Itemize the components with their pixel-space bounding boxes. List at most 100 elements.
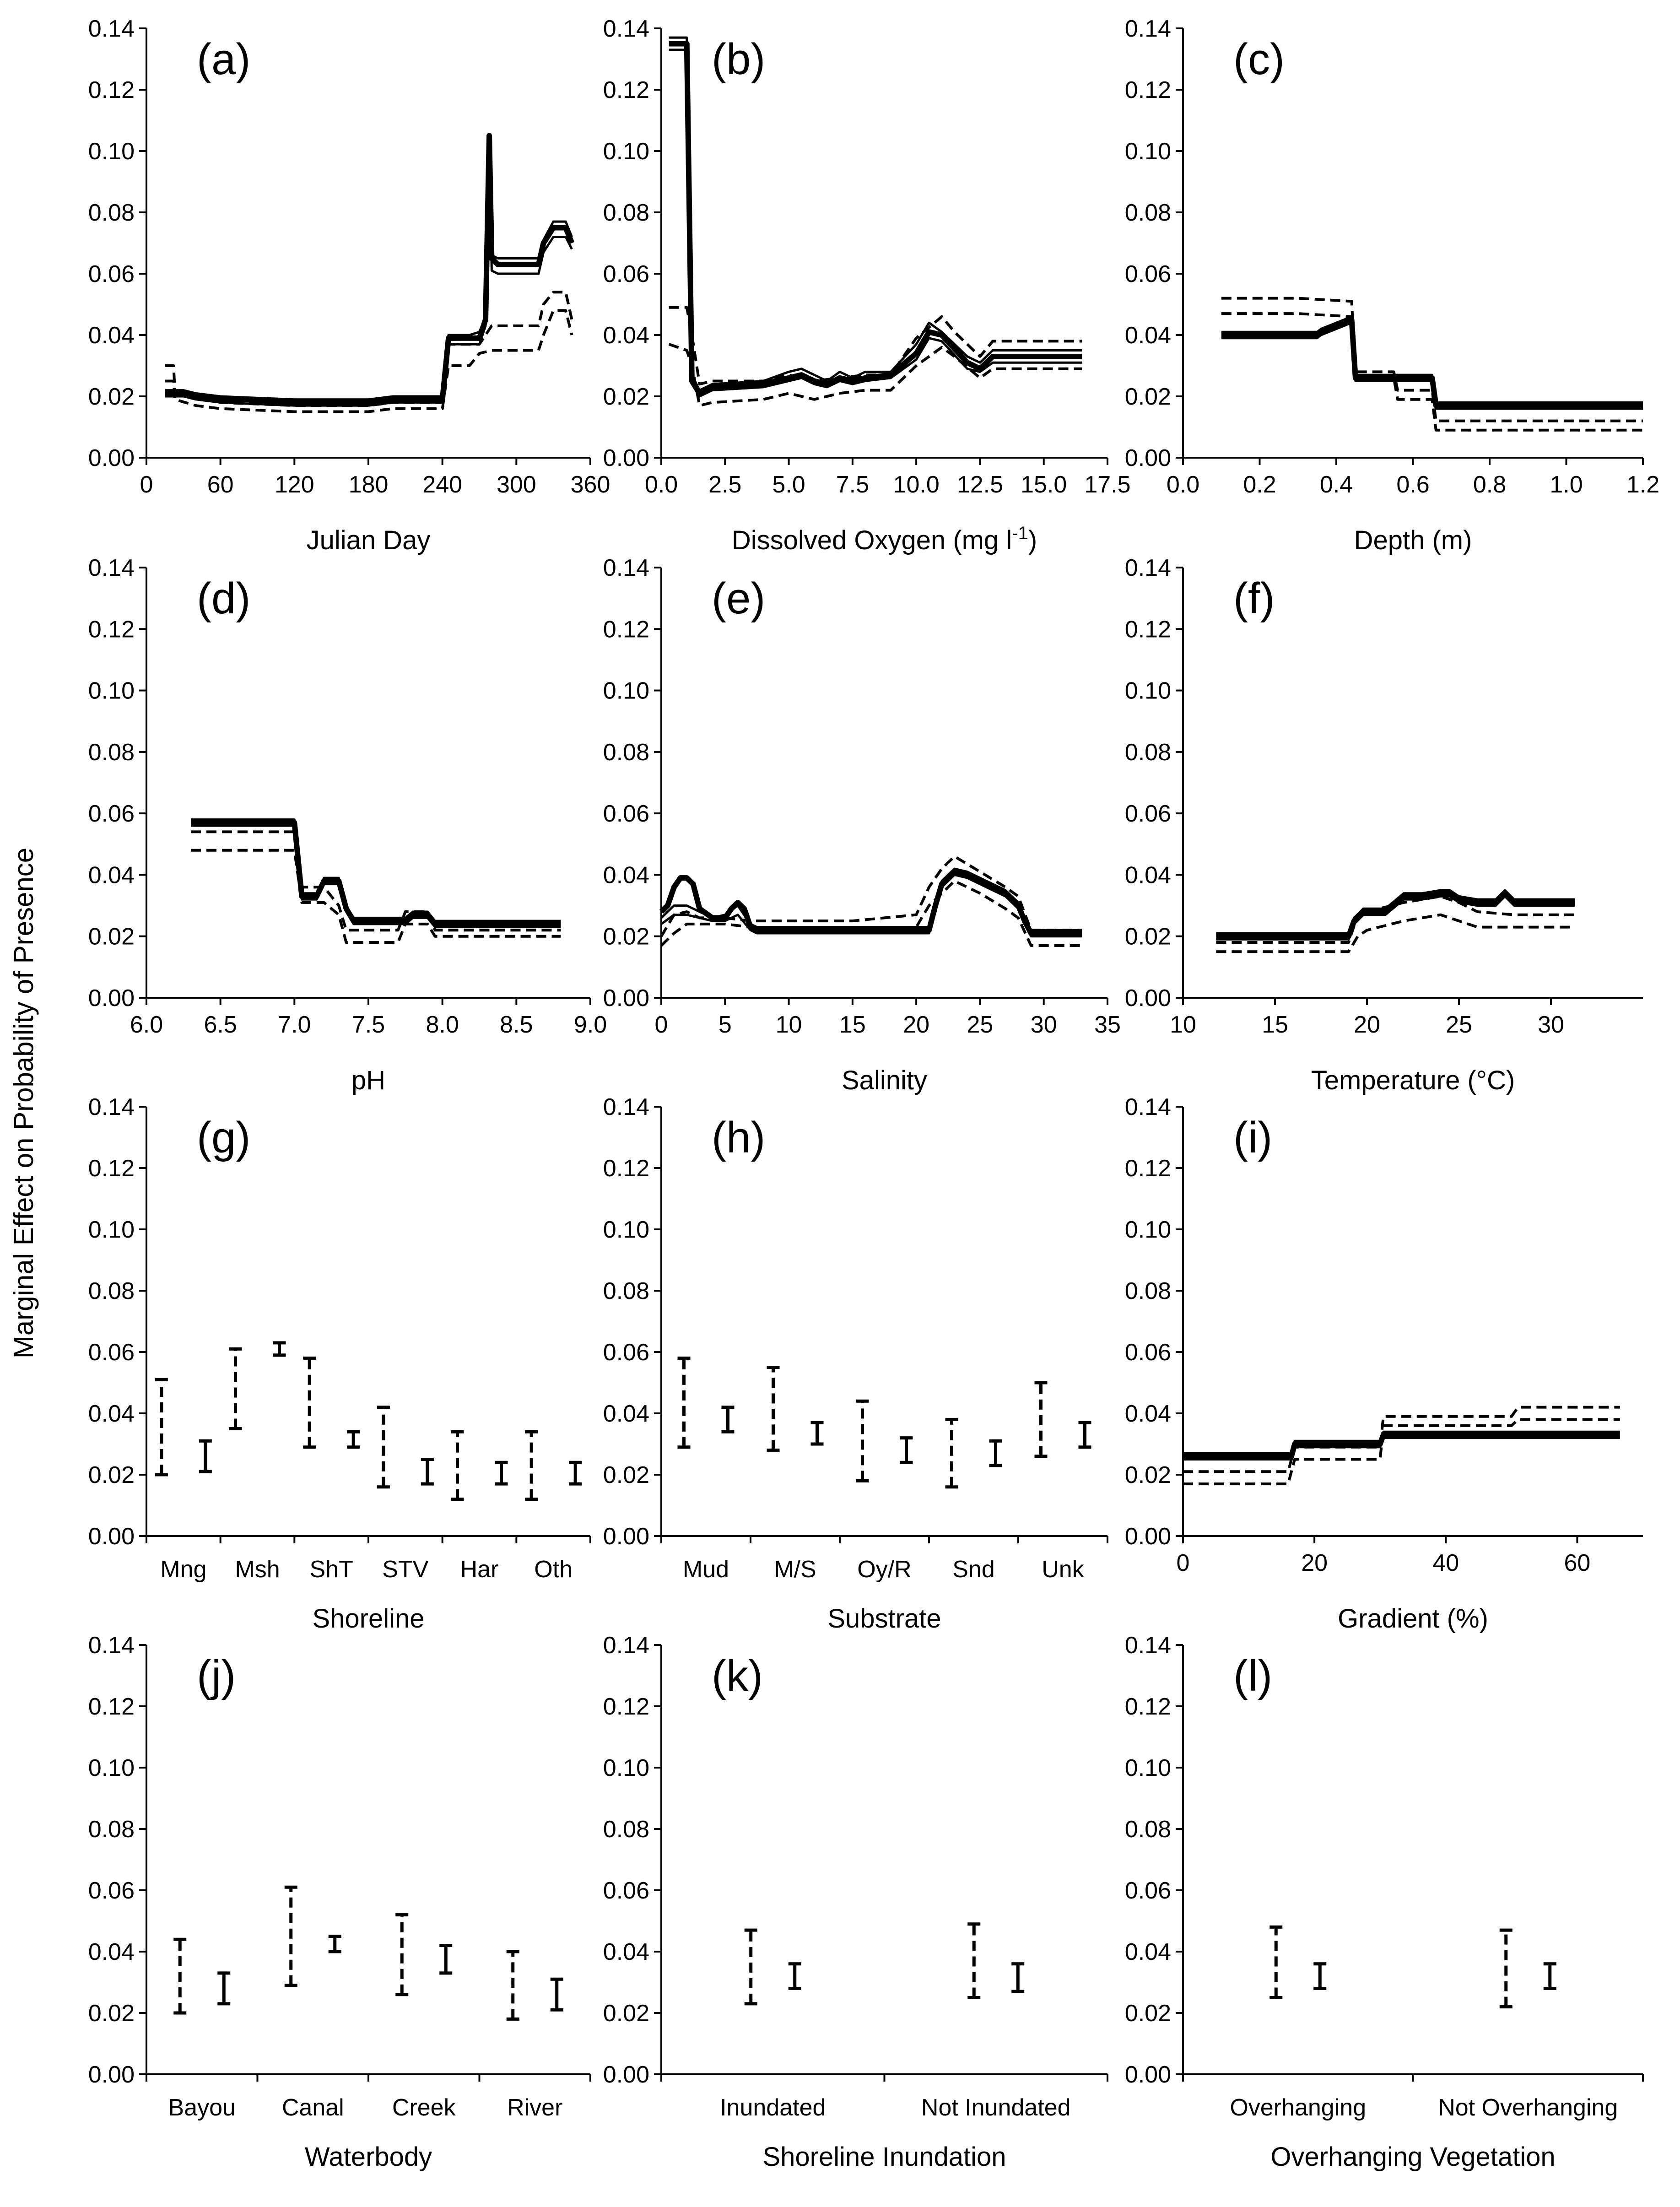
x-tick-label: Canal xyxy=(282,2094,344,2121)
y-tick-label: 0.14 xyxy=(88,1632,135,1659)
y-tick-label: 0.08 xyxy=(1125,739,1171,766)
x-tick-label: 0.0 xyxy=(1167,471,1199,498)
y-tick-label: 0.06 xyxy=(88,801,135,827)
x-tick-label: Oy/R xyxy=(857,1556,911,1583)
series-mean xyxy=(659,869,1082,936)
x-axis-label: Shoreline Inundation xyxy=(762,2142,1006,2172)
panel-c: 0.00 0.02 0.04 0.06 0.08 0.10 0.12 0.14 (c) Depth… xyxy=(1125,16,1659,555)
y-tick-label: 0.00 xyxy=(88,445,135,471)
x-axis-label: Gradient (%) xyxy=(1338,1604,1488,1634)
y-tick-label: 0.02 xyxy=(88,384,135,410)
y-tick-label: 0.08 xyxy=(603,1278,649,1304)
panel-k: 0.00 0.02 0.04 0.06 0.08 0.10 0.12 0.14 (k) Shore… xyxy=(603,1632,1108,2172)
y-tick-label: 0.04 xyxy=(88,862,135,888)
x-tick-label: M/S xyxy=(774,1556,816,1583)
x-tick-label: 0.0 xyxy=(645,471,678,498)
y-tick-label: 0.06 xyxy=(603,261,649,287)
panel-j: 0.00 0.02 0.04 0.06 0.08 0.10 0.12 0.14 (j) Water… xyxy=(88,1632,591,2172)
x-tick-label: 20 xyxy=(1354,1012,1380,1038)
y-tick-label: 0.10 xyxy=(1125,678,1171,704)
x-tick-label: 1.2 xyxy=(1626,471,1659,498)
x-tick-label: 0.2 xyxy=(1243,471,1276,498)
series-ci_lower xyxy=(668,343,1082,407)
y-tick-label: 0.08 xyxy=(1125,200,1171,226)
series-mean xyxy=(1183,1432,1620,1459)
y-tick-label: 0.14 xyxy=(1125,555,1171,581)
y-tick-label: 0.08 xyxy=(1125,1816,1171,1843)
series-ci_upper xyxy=(165,291,573,407)
y-tick-label: 0.00 xyxy=(603,445,649,471)
y-tick-label: 0.14 xyxy=(603,1094,649,1120)
y-tick-label: 0.04 xyxy=(88,1401,135,1427)
x-tick-label: 180 xyxy=(349,471,389,498)
y-tick-label: 0.10 xyxy=(88,1755,135,1781)
x-tick-label: 15 xyxy=(839,1012,866,1038)
x-tick-label: Bayou xyxy=(168,2094,236,2121)
x-axis-label: Substrate xyxy=(827,1604,941,1634)
y-tick-label: 0.12 xyxy=(603,1693,649,1720)
y-tick-label: 0.10 xyxy=(88,678,135,704)
y-tick-label: 0.12 xyxy=(88,1693,135,1720)
x-tick-label: 0 xyxy=(1177,1550,1190,1576)
x-tick-label: 8.5 xyxy=(500,1012,533,1038)
y-tick-label: 0.10 xyxy=(1125,138,1171,165)
panel-a: 0.00 0.02 0.04 0.06 0.08 0.10 0.12 0.14 (a) Julia… xyxy=(88,16,610,555)
x-tick-label: Snd xyxy=(952,1556,995,1583)
panel-label: (f) xyxy=(1233,574,1275,623)
series-ci_lower xyxy=(191,849,561,944)
x-tick-label: Not Overhanging xyxy=(1438,2094,1618,2121)
x-axis-label: Shoreline xyxy=(312,1604,424,1634)
x-tick-label: 35 xyxy=(1094,1012,1121,1038)
x-tick-label: 40 xyxy=(1432,1550,1459,1576)
series-ci_lower xyxy=(1183,1418,1620,1486)
x-tick-label: Msh xyxy=(235,1556,280,1583)
series-upper xyxy=(191,818,561,922)
y-tick-label: 0.10 xyxy=(88,138,135,165)
y-tick-label: 0.00 xyxy=(1125,985,1171,1012)
x-tick-label: Overhanging xyxy=(1230,2094,1366,2121)
y-tick-label: 0.04 xyxy=(603,322,649,349)
x-tick-label: 300 xyxy=(497,471,536,498)
x-tick-label: Creek xyxy=(392,2094,456,2121)
y-tick-label: 0.10 xyxy=(603,138,649,165)
y-tick-label: 0.14 xyxy=(88,1094,135,1120)
x-tick-label: 7.5 xyxy=(352,1012,385,1038)
y-tick-label: 0.06 xyxy=(603,801,649,827)
panel-label: (j) xyxy=(197,1651,236,1700)
y-tick-label: 0.06 xyxy=(88,1339,135,1366)
series-upper xyxy=(660,867,1082,931)
x-tick-label: Not Inundated xyxy=(921,2094,1071,2121)
y-tick-label: 0.08 xyxy=(88,739,135,766)
series-mean xyxy=(1216,890,1575,939)
x-tick-label: Har xyxy=(460,1556,499,1583)
y-tick-label: 0.10 xyxy=(603,678,649,704)
x-tick-label: 240 xyxy=(422,471,462,498)
y-tick-label: 0.04 xyxy=(1125,322,1171,349)
y-tick-label: 0.00 xyxy=(88,985,135,1012)
y-tick-label: 0.14 xyxy=(603,1632,649,1659)
x-tick-label: 12.5 xyxy=(957,471,1003,498)
series-upper xyxy=(1183,1430,1620,1455)
y-tick-label: 0.00 xyxy=(603,2061,649,2088)
x-tick-label: Mud xyxy=(683,1556,729,1583)
y-tick-label: 0.06 xyxy=(603,1877,649,1904)
series-mean xyxy=(165,133,575,406)
x-tick-label: 30 xyxy=(1031,1012,1057,1038)
y-tick-label: 0.10 xyxy=(603,1755,649,1781)
y-tick-label: 0.06 xyxy=(603,1339,649,1366)
x-axis-label: Salinity xyxy=(842,1066,927,1095)
y-tick-label: 0.14 xyxy=(603,555,649,581)
y-tick-label: 0.10 xyxy=(88,1217,135,1243)
panel-label: (k) xyxy=(712,1651,763,1700)
y-tick-label: 0.04 xyxy=(1125,862,1171,888)
x-axis-label: Waterbody xyxy=(305,2142,432,2172)
x-tick-label: Unk xyxy=(1042,1556,1084,1583)
y-tick-label: 0.14 xyxy=(1125,1632,1171,1659)
series-lower xyxy=(660,873,1082,938)
y-tick-label: 0.08 xyxy=(603,739,649,766)
y-tick-label: 0.04 xyxy=(603,1401,649,1427)
x-tick-label: 7.5 xyxy=(836,471,869,498)
series-ci_lower xyxy=(1216,913,1575,953)
y-tick-label: 0.12 xyxy=(603,616,649,643)
panel-g: 0.00 0.02 0.04 0.06 0.08 0.10 0.12 0.14 (g) Shore… xyxy=(88,1094,591,1634)
